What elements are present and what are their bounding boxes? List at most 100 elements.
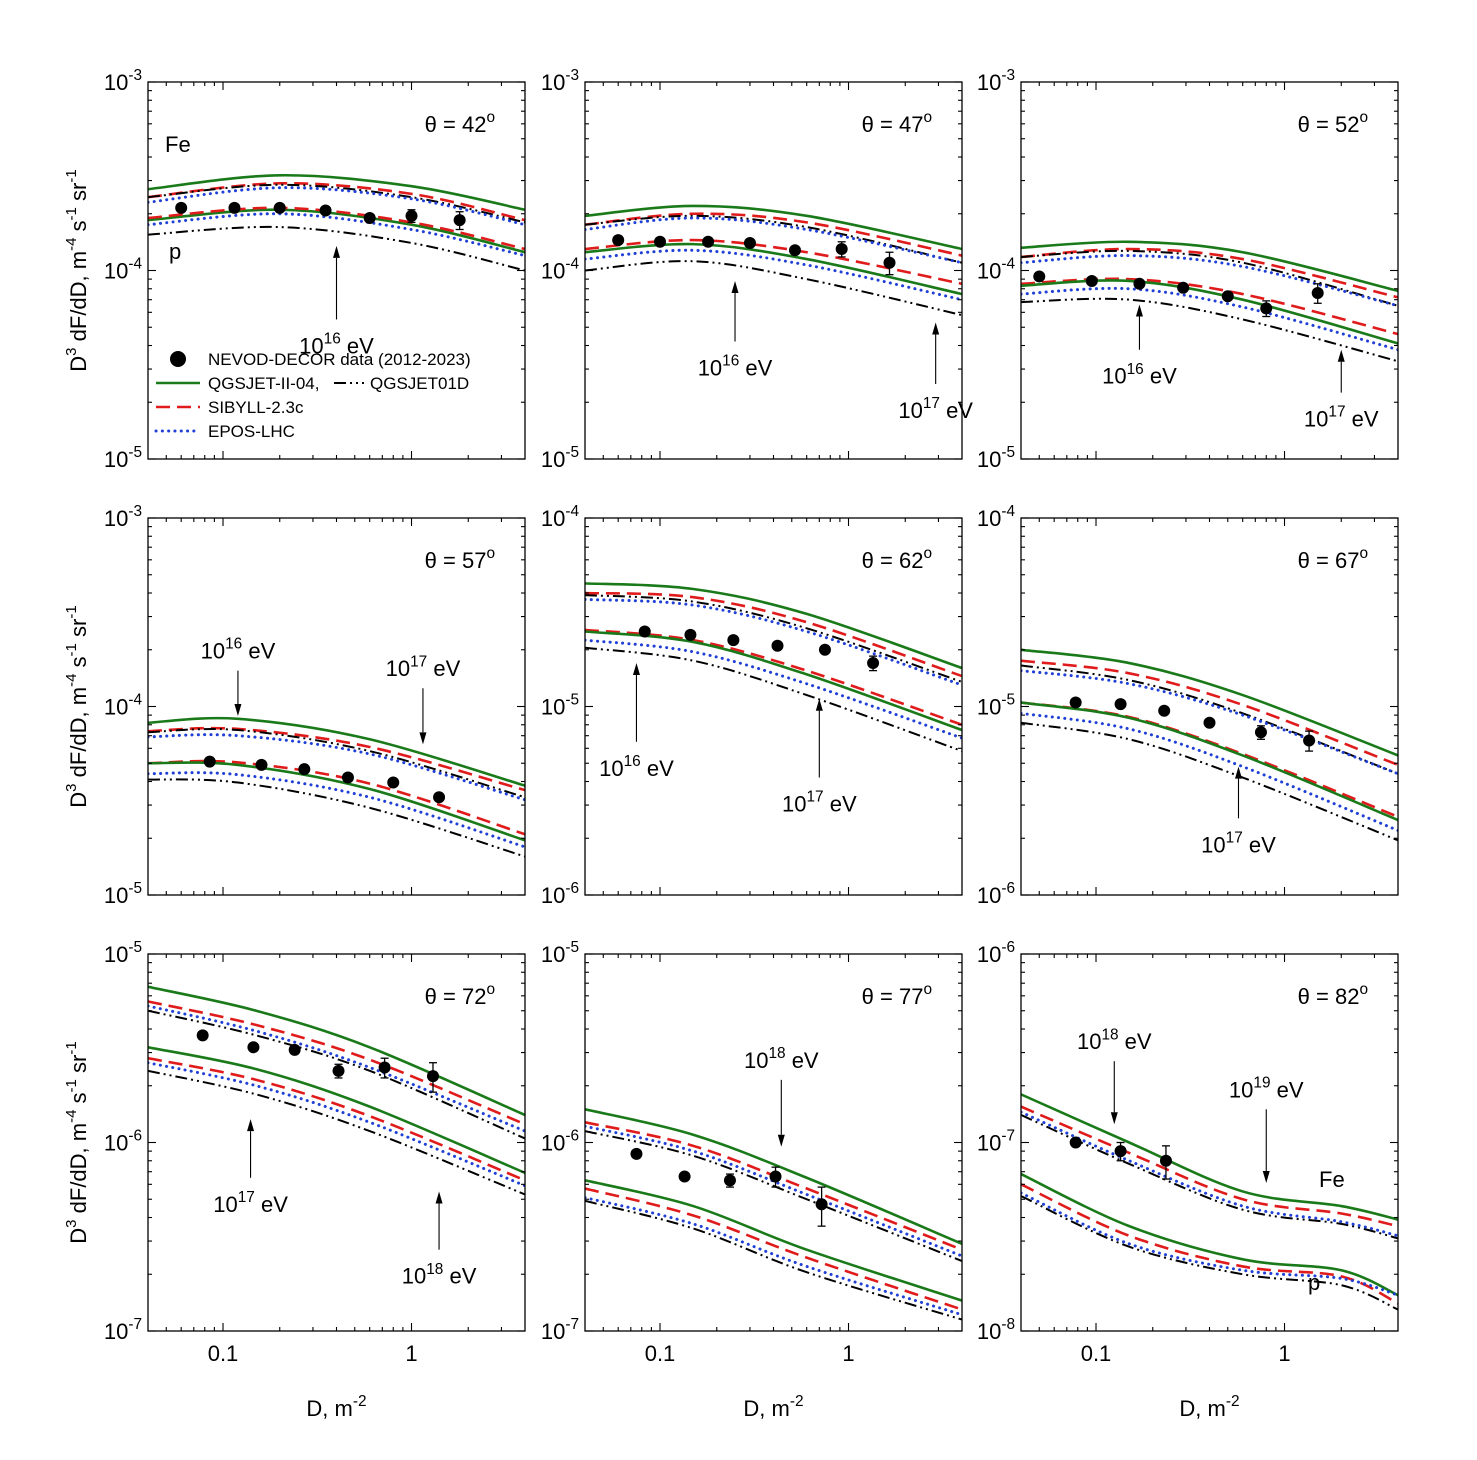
data-point [247,1041,260,1054]
data-point [769,1170,782,1183]
data-point [1254,726,1267,739]
energy-label: 1017 eV [1304,404,1379,432]
primary-label-fe: Fe [165,132,191,157]
curve-epos-p [148,1061,525,1188]
curve-sibyll-p [148,206,525,251]
curve-qgsjet2-fe [148,985,525,1117]
data-point [1260,302,1273,315]
energy-arrowhead [1234,766,1242,779]
y-tick-label: 10-5 [541,939,579,967]
energy-label: 1018 eV [1077,1026,1152,1054]
panel-2: 10-5 10-4 10-3 θ = 47o 1016 eV 1017 eV [541,67,973,472]
angle-annotation: θ = 52o [1298,109,1368,137]
data-point [426,1070,439,1083]
x-tick-label: 0.1 [1081,1341,1112,1366]
data-point [1177,281,1190,294]
x-axis-label: D, m-2 [743,1393,803,1421]
model-curves [585,582,962,753]
energy-label: 1018 eV [744,1045,819,1073]
data-point [175,201,188,214]
panel-6: 10-6 10-5 10-4 θ = 67o 1017 eV [977,503,1399,908]
curve-sibyll-fe [148,182,525,222]
y-axis-label: D3 dF/dD, m-4 s-1 sr-1 [63,169,91,371]
curve-qgsjet2-fe [148,173,525,212]
y-tick-label: 10-8 [977,1316,1015,1344]
angle-annotation: θ = 82o [1298,981,1368,1009]
curve-epos-p [585,248,962,302]
model-curves [148,716,525,858]
curve-epos-fe [1021,1110,1398,1238]
energy-arrowhead [632,663,640,676]
data-point [818,643,831,656]
y-tick-label: 10-6 [541,880,579,908]
data-point [332,1064,345,1077]
data-point [867,657,880,670]
energy-label: 1016 eV [201,636,276,664]
data-point [387,776,400,789]
curve-qgsjet01-fe [1021,1114,1398,1240]
angle-annotation: θ = 62o [862,545,932,573]
curve-qgsjet2-p [1021,1172,1398,1297]
y-tick-label: 10-3 [977,67,1015,95]
model-curves [148,173,525,272]
y-tick-label: 10-4 [104,256,143,284]
energy-arrowhead [1262,1170,1270,1183]
model-curves [148,985,525,1196]
data-point [1033,270,1046,283]
curve-epos-p [148,771,525,849]
y-tick-label: 10-5 [541,692,579,720]
energy-label: 1018 eV [402,1261,477,1289]
angle-annotation: θ = 77o [862,981,932,1009]
x-tick-label: 0.1 [645,1341,676,1366]
y-tick-label: 10-5 [104,880,142,908]
x-tick-label: 0.1 [208,1341,239,1366]
y-tick-label: 10-4 [977,503,1016,531]
data-point [363,211,376,224]
angle-annotation: θ = 47o [862,109,932,137]
curve-qgsjet01-p [1021,1195,1398,1311]
curve-sibyll-fe [1021,659,1398,767]
energy-label: 1019 eV [1229,1074,1304,1102]
energy-label: 1017 eV [213,1189,288,1217]
panel-3: 10-5 10-4 10-3 θ = 52o 1016 eV 1017 eV [977,67,1399,472]
x-axis-label: D, m-2 [306,1393,366,1421]
curve-sibyll-fe [148,1000,525,1126]
y-tick-label: 10-4 [541,503,580,531]
energy-label: 1016 eV [1102,361,1177,389]
curve-qgsjet2-p [1021,701,1398,822]
curve-qgsjet01-fe [1021,249,1398,307]
energy-arrowhead [815,698,823,711]
energy-label: 1017 eV [782,789,857,817]
y-tick-label: 10-4 [977,256,1016,284]
plot-frame [1020,81,1399,460]
curve-qgsjet01-p [585,646,962,753]
legend-label-qgsjet2: QGSJET-II-04, [208,374,319,393]
data-point [815,1198,828,1211]
curve-qgsjet2-fe [1021,240,1398,293]
curve-epos-p [585,638,962,740]
data-point [1158,704,1171,717]
curve-sibyll-p [148,1056,525,1182]
curve-epos-fe [1021,669,1398,776]
curve-sibyll-fe [585,1121,962,1251]
data-point [273,201,286,214]
data-point [1085,274,1098,287]
data-point [203,755,216,768]
data-point [723,1174,736,1187]
curve-qgsjet01-fe [585,1130,962,1262]
legend-label-qgsjet01: QGSJET01D [370,374,469,393]
curve-epos-p [1021,711,1398,832]
data-point [678,1170,691,1183]
model-curves [585,204,962,317]
panel-9: 10-8 10-7 10-6 0.1 1 D, m-2 θ = 82o 1018 eV 1019… [977,939,1399,1421]
data-point [684,628,697,641]
data-point [638,625,651,638]
curve-qgsjet01-fe [585,214,962,264]
y-tick-label: 10-5 [977,692,1015,720]
data-point [1303,734,1316,747]
data-point [228,201,241,214]
data-point [771,639,784,652]
legend-label-epos: EPOS-LHC [208,422,295,441]
curve-qgsjet2-p [585,1179,962,1302]
data-point [298,763,311,776]
